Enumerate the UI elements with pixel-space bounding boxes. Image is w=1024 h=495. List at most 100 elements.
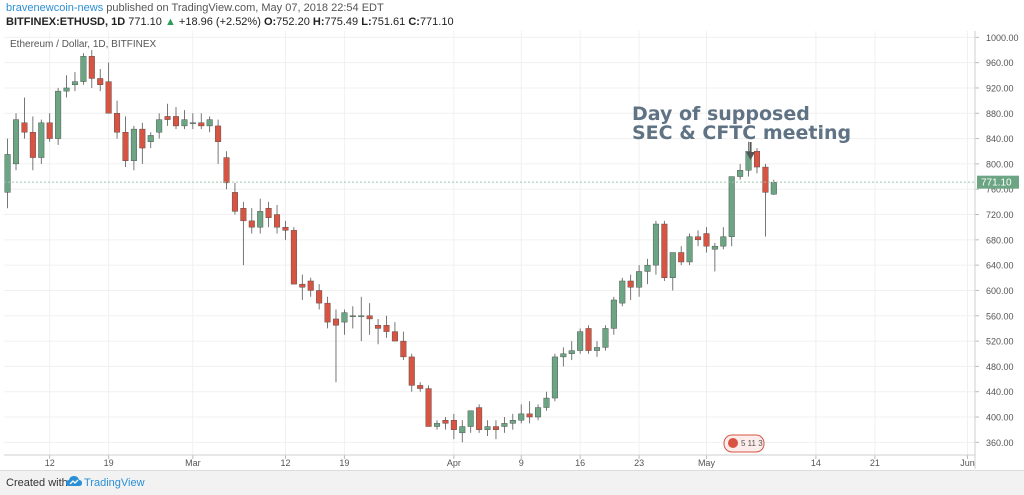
candle-body	[358, 315, 365, 317]
candle-down	[46, 113, 53, 142]
tradingview-cloud-icon	[66, 476, 82, 486]
y-tick-label: 520.00	[986, 337, 1014, 347]
candle-up	[156, 113, 163, 139]
x-tick-label: 19	[339, 458, 349, 468]
candle-up	[577, 328, 584, 354]
candle-up	[71, 72, 78, 92]
candle-body	[215, 125, 222, 142]
candle-up	[257, 198, 264, 234]
ohlc-line: BITFINEX:ETHUSD, 1D 771.10 ▲ +18.96 (+2.…	[6, 16, 454, 28]
y-tick-label: 840.00	[986, 134, 1014, 144]
y-tick-label: 360.00	[986, 438, 1014, 448]
footer-brand[interactable]: TradingView	[84, 477, 145, 489]
candle-body	[248, 220, 255, 228]
low-value: 751.61	[371, 16, 406, 28]
candle-down	[164, 103, 171, 126]
candle-up	[737, 163, 744, 180]
candle-body	[678, 252, 685, 263]
x-tick-label: Apr	[447, 458, 461, 468]
candle-body	[139, 128, 146, 149]
candle-body	[602, 328, 609, 348]
close-label: C:	[408, 16, 420, 28]
y-tick-label: 440.00	[986, 387, 1014, 397]
open-value: 752.20	[276, 16, 310, 28]
candle-body	[610, 299, 617, 329]
y-tick-label: 960.00	[986, 58, 1014, 68]
candle-up	[594, 341, 601, 357]
candle-down	[476, 404, 483, 433]
x-tick-label: 16	[575, 458, 585, 468]
x-axis-labels: 12 19 Mar 12 19 Apr 9 16 23 May 14 21 Jun	[45, 455, 975, 468]
event-badge[interactable]: 5 11 3	[723, 434, 765, 453]
candle-down	[21, 97, 28, 139]
candle-body	[459, 426, 466, 434]
y-tick-label: 400.00	[986, 413, 1014, 423]
candle-up	[181, 110, 188, 130]
candle-down	[753, 148, 760, 174]
candle-up	[610, 296, 617, 335]
candle-up	[509, 413, 516, 430]
candle-body	[63, 87, 70, 92]
candle-down	[290, 227, 297, 285]
candle-body	[551, 356, 558, 399]
candle-down	[703, 227, 710, 253]
symbol-label: BITFINEX:ETHUSD, 1D	[6, 16, 126, 28]
candle-body	[711, 245, 718, 250]
candle-down	[172, 106, 179, 130]
candle-body	[349, 315, 356, 317]
candle-down	[88, 49, 95, 88]
y-tick-label: 680.00	[986, 235, 1014, 245]
candle-body	[636, 271, 643, 288]
candle-down	[324, 296, 331, 329]
candle-body	[29, 132, 36, 158]
x-tick-label: Mar	[185, 458, 201, 468]
annotation-line1: Day of supposed	[632, 103, 810, 125]
candle-body	[240, 207, 247, 222]
candle-body	[501, 423, 508, 427]
candle-body	[198, 122, 205, 127]
candle-body	[577, 331, 584, 351]
candle-down	[627, 274, 634, 300]
footer: Created with TradingView	[0, 470, 1024, 495]
event-badge-label: 5 11 3	[741, 439, 763, 448]
candle-body	[189, 122, 196, 124]
candle-up	[518, 404, 525, 424]
candle-up	[720, 227, 727, 250]
open-label: O:	[263, 16, 277, 28]
candle-down	[695, 230, 702, 247]
candle-body	[484, 426, 491, 430]
published-text: published on TradingView.com, May 07, 20…	[106, 2, 384, 14]
candle-body	[652, 223, 659, 266]
chart-header: bravenewcoin-news published on TradingVi…	[0, 0, 1024, 30]
candlestick-chart[interactable]: Ethereum / Dollar, 1D, BITFINEX 1000.00 9…	[0, 0, 1024, 470]
candle-up	[745, 141, 752, 177]
candle-up	[434, 420, 441, 430]
candle-up	[358, 296, 365, 342]
author-name[interactable]: bravenewcoin-news	[6, 2, 104, 14]
flag-icon	[728, 438, 738, 448]
candle-body	[265, 207, 272, 218]
candle-up	[349, 306, 356, 329]
candle-up	[636, 265, 643, 297]
candle-body	[661, 223, 668, 279]
candle-body	[366, 315, 373, 320]
candle-body	[147, 135, 154, 142]
annotation-arrow-icon	[746, 142, 756, 160]
candle-body	[114, 113, 121, 133]
candle-body	[509, 419, 516, 424]
candle-body	[164, 116, 171, 120]
candle-down	[316, 284, 323, 310]
up-triangle-icon: ▲	[164, 16, 176, 28]
candle-body	[585, 328, 592, 351]
candle-up	[80, 53, 87, 85]
candle-body	[408, 356, 415, 386]
candle-up	[560, 347, 567, 367]
candle-down	[492, 420, 499, 440]
candle-body	[400, 340, 407, 358]
candle-body	[172, 116, 179, 127]
candle-down	[274, 205, 281, 234]
candle-down	[307, 277, 314, 297]
candle-up	[189, 113, 196, 130]
candle-down	[215, 119, 222, 164]
candle-up	[644, 258, 651, 285]
